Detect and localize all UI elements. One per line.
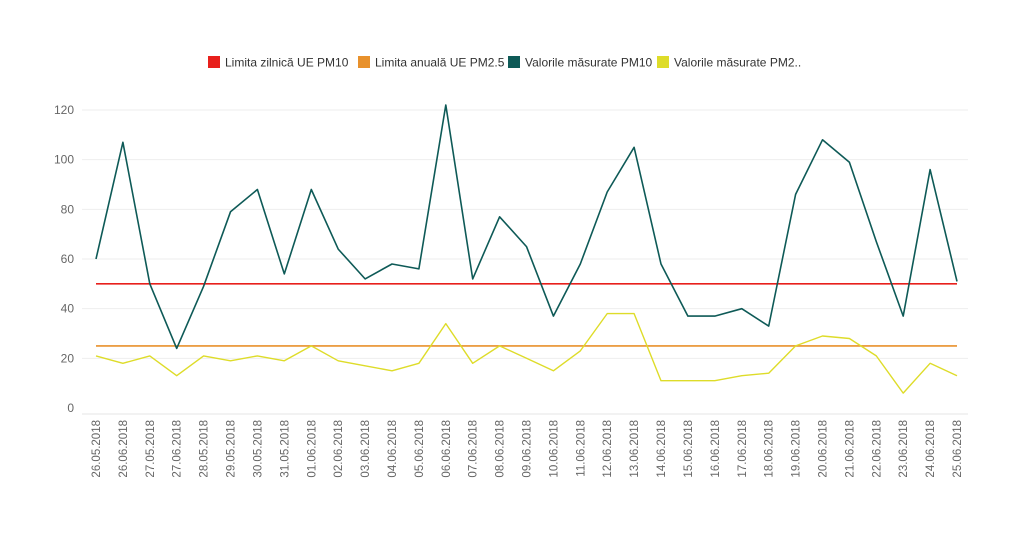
x-tick-label: 25.06.2018	[952, 420, 964, 478]
y-tick-label: 120	[54, 103, 74, 117]
x-tick-label: 21.06.2018	[844, 420, 856, 478]
y-tick-label: 20	[61, 351, 75, 365]
chart-legend: Limita zilnică UE PM10 Limita anuală UE P…	[208, 56, 801, 70]
x-tick-label: 03.06.2018	[360, 420, 372, 478]
x-tick-label: 11.06.2018	[575, 420, 587, 477]
x-tick-label: 31.05.2018	[279, 420, 291, 478]
x-tick-label: 06.06.2018	[441, 420, 453, 478]
x-tick-label: 30.05.2018	[252, 420, 264, 478]
series-line-3	[95, 104, 958, 350]
x-tick-label: 28.05.2018	[199, 420, 211, 478]
y-tick-label: 60	[61, 252, 75, 266]
x-tick-label: 01.06.2018	[306, 420, 318, 478]
legend-item-2[interactable]: Limita anuală UE PM2.5	[358, 56, 505, 70]
x-tick-label: 07.06.2018	[468, 420, 480, 478]
x-tick-label: 22.06.2018	[871, 420, 883, 478]
legend-label: Limita zilnică UE PM10	[225, 56, 349, 70]
x-tick-label: 16.06.2018	[710, 420, 722, 478]
y-tick-label: 80	[61, 202, 75, 216]
x-tick-label: 20.06.2018	[817, 420, 829, 478]
series-lines	[95, 104, 958, 394]
legend-item-3[interactable]: Valorile măsurate PM10	[508, 56, 652, 70]
x-tick-label: 12.06.2018	[602, 420, 614, 478]
x-tick-label: 04.06.2018	[387, 420, 399, 478]
x-tick-label: 26.05.2018	[91, 420, 103, 478]
x-tick-label: 17.06.2018	[737, 420, 749, 478]
x-tick-label: 14.06.2018	[656, 420, 668, 478]
x-tick-label: 18.06.2018	[764, 420, 776, 478]
gridlines	[82, 109, 968, 415]
x-tick-label: 19.06.2018	[791, 420, 803, 478]
legend-item-1[interactable]: Limita zilnică UE PM10	[208, 56, 349, 70]
x-tick-label: 26.06.2018	[118, 420, 130, 478]
x-tick-label: 09.06.2018	[522, 420, 534, 478]
x-tick-label: 27.05.2018	[145, 420, 157, 478]
series-line-4	[95, 312, 958, 394]
legend-item-4[interactable]: Valorile măsurate PM2..	[657, 56, 801, 70]
y-axis: 0 20 40 60 80 100 120	[54, 103, 74, 415]
y-tick-label: 40	[61, 302, 75, 316]
x-tick-label: 24.06.2018	[925, 420, 937, 478]
x-tick-label: 23.06.2018	[898, 420, 910, 478]
x-tick-label: 27.06.2018	[172, 420, 184, 478]
legend-label: Limita anuală UE PM2.5	[375, 56, 505, 70]
legend-swatch	[657, 56, 669, 68]
x-tick-label: 15.06.2018	[683, 420, 695, 478]
x-tick-label: 02.06.2018	[333, 420, 345, 478]
x-tick-label: 08.06.2018	[495, 420, 507, 478]
legend-swatch	[358, 56, 370, 68]
y-tick-label: 0	[67, 401, 74, 415]
x-tick-label: 13.06.2018	[629, 420, 641, 478]
x-axis: 26.05.2018 26.06.2018 27.05.2018 27.06.2018…	[91, 420, 964, 478]
x-tick-label: 05.06.2018	[414, 420, 426, 478]
legend-swatch	[508, 56, 520, 68]
legend-label: Valorile măsurate PM10	[525, 56, 652, 70]
x-tick-label: 10.06.2018	[548, 420, 560, 478]
y-tick-label: 100	[54, 153, 74, 167]
legend-label: Valorile măsurate PM2..	[674, 56, 801, 70]
legend-swatch	[208, 56, 220, 68]
x-tick-label: 29.05.2018	[226, 420, 238, 478]
